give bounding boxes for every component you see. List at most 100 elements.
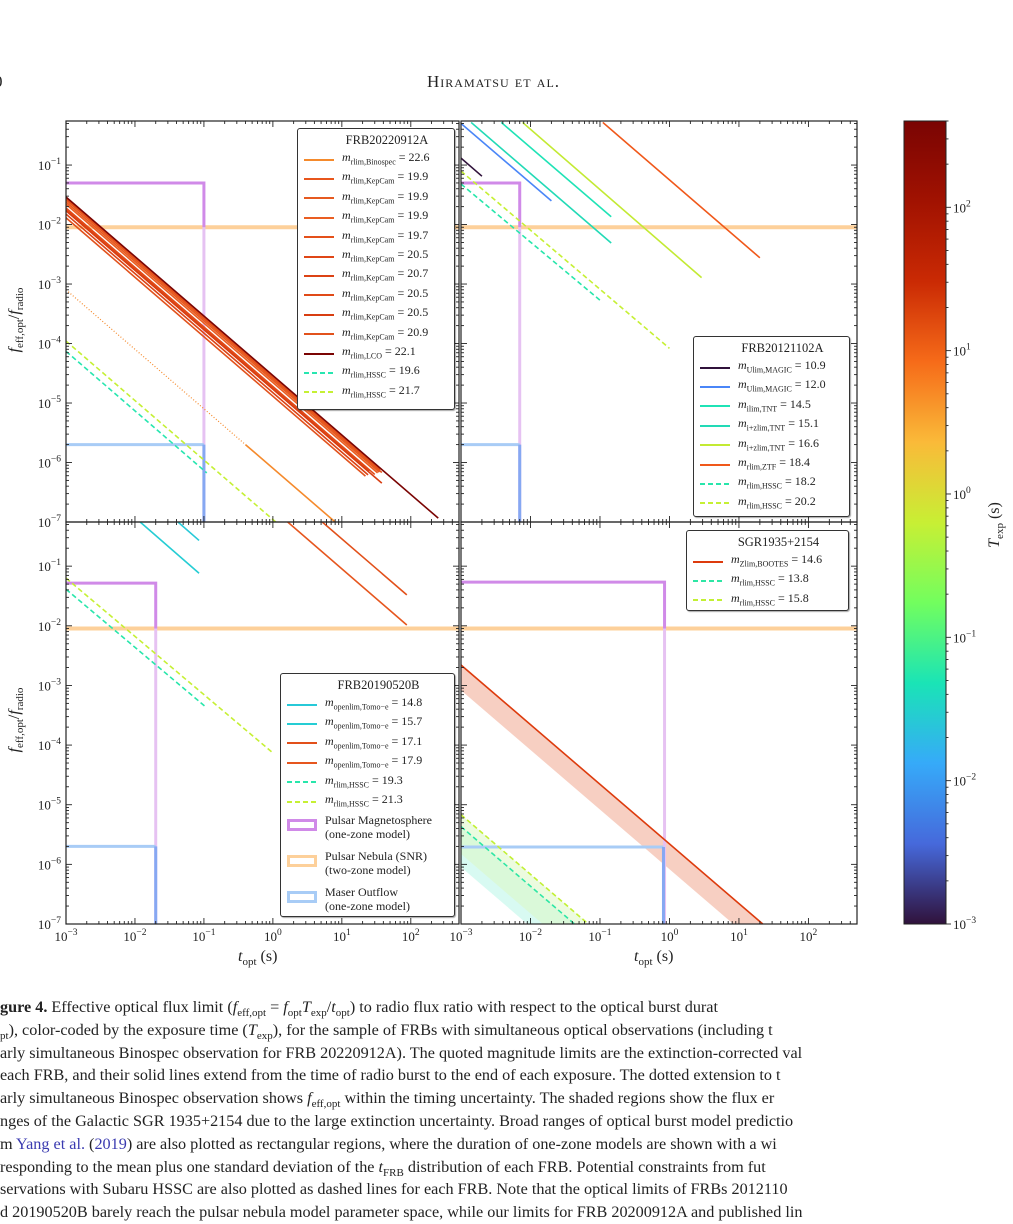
series-line (177, 522, 200, 542)
legend-label: mrlim,Binospec = 22.6 (342, 150, 430, 167)
series-line (461, 157, 483, 177)
legend-label: mZlim,BOOTES = 14.6 (731, 552, 823, 569)
legend-entry: mrlim,HSSC = 19.6 (304, 363, 450, 382)
caption-line: servations with Subaru HSSC are also plo… (0, 1180, 788, 1199)
legend-label: mUlim,MAGIC = 12.0 (738, 377, 826, 394)
running-title: Hiramatsu et al. (427, 72, 561, 91)
series-line (287, 522, 408, 626)
uncertainty-band (461, 814, 589, 924)
legend-swatch (304, 236, 334, 239)
legend-entry: mUlim,MAGIC = 12.0 (700, 377, 845, 396)
tick-label: 10−1 (192, 928, 215, 944)
legend-frb20121102a: FRB20121102A mUlim,MAGIC = 10.9 mUlim,MAGI… (693, 336, 850, 517)
legend-label: mrlim,HSSC = 21.3 (325, 791, 403, 809)
series-line (66, 588, 206, 707)
x-axis-label-left: topt (s) (238, 948, 278, 969)
legend-entry: mrlim,ZTF = 18.4 (700, 455, 845, 474)
series-line (321, 522, 408, 596)
pulsar-magnetosphere-region (66, 181, 206, 228)
legend-swatch (304, 391, 334, 394)
legend-label: mrlim,HSSC = 20.2 (738, 493, 816, 511)
legend-swatch (304, 197, 334, 200)
legend-swatch (693, 599, 723, 602)
legend-swatch (304, 313, 334, 316)
caption-line: pt), color-coded by the exposure time (T… (0, 1020, 773, 1042)
caption-line: each FRB, and their solid lines extend f… (0, 1066, 781, 1085)
series-line (461, 814, 589, 924)
legend-entry: mopenlim,Tomo−e = 15.7 (287, 714, 450, 733)
legend-patch-swatch (287, 819, 317, 832)
tick-label: 10−3 (38, 677, 61, 693)
tick-label: 10−3 (953, 916, 976, 932)
tick-label: 10−4 (38, 737, 61, 753)
plot-area (461, 580, 857, 924)
series-line (66, 201, 380, 473)
legend-title: FRB20121102A (741, 341, 824, 355)
tick-label: 10−2 (123, 928, 146, 944)
caption-line[interactable]: m Yang et al. (2019) are also plotted as… (0, 1134, 777, 1153)
caption-line: gure 4. Effective optical flux limit (fe… (0, 998, 718, 1019)
legend-label: mrlim,ZTF = 18.4 (738, 454, 811, 472)
citation-link[interactable]: 2019 (94, 1134, 127, 1153)
legend-swatch (304, 178, 334, 181)
legend-entry: mrlim,KepCam = 19.7 (304, 228, 450, 247)
legend-entry: mrlim,HSSC = 15.8 (693, 591, 844, 610)
legend-swatch (693, 560, 723, 563)
legend-entry: mrlim,HSSC = 20.2 (700, 494, 845, 513)
legend-swatch (304, 294, 334, 297)
tick-label: 10−2 (953, 773, 976, 789)
legend-frb20220912a: FRB20220912A mrlim,Binospec = 22.6 mrlim,K… (297, 128, 455, 410)
legend-entry: mrlim,KepCam = 19.9 (304, 208, 450, 227)
legend-entry: mrlim,KepCam = 19.9 (304, 189, 450, 208)
caption-line: arly simultaneous Binospec observation f… (0, 1043, 803, 1062)
tick-label: 102 (402, 928, 420, 944)
legend-entry: mrlim,Binospec = 22.6 (304, 150, 450, 169)
legend-title: FRB20220912A (345, 133, 429, 147)
legend-entry: mopenlim,Tomo−e = 17.1 (287, 734, 450, 753)
pulsar-magnetosphere-region (461, 181, 522, 228)
legend-entry: mrlim,KepCam = 20.7 (304, 266, 450, 285)
tick-label: 10−2 (38, 217, 61, 233)
legend-entry: mrlim,HSSC = 19.3 (287, 773, 450, 792)
legend-entry: mrlim,KepCam = 20.5 (304, 286, 450, 305)
legend-label: mopenlim,Tomo−e = 17.1 (325, 733, 423, 751)
tick-label: 10−4 (38, 336, 61, 352)
legend-swatch (700, 502, 730, 505)
series-line (66, 350, 208, 474)
legend-label: mrlim,HSSC = 19.3 (325, 772, 403, 789)
panel-sgr1935+2154: 10−3 10−2 10−1 100 101 102 (449, 521, 858, 944)
legend-label: mrlim,HSSC = 18.2 (738, 474, 816, 491)
figure-caption: gure 4. Effective optical flux limit (fe… (0, 996, 1013, 1224)
legend-swatch (304, 216, 334, 219)
legend-patch-swatch (287, 855, 317, 868)
tick-label: 101 (730, 928, 748, 944)
legend-label: mrlim,KepCam = 20.5 (342, 305, 429, 322)
legend-swatch (304, 158, 334, 161)
tick-label: 101 (953, 343, 971, 359)
legend-frb20190520b: FRB20190520B mopenlim,Tomo−e = 14.8 mopenl… (280, 673, 455, 917)
pulsar-magnetosphere-region (66, 581, 158, 629)
series-line (602, 121, 761, 259)
tick-label: 10−2 (38, 618, 61, 634)
series-line (66, 196, 439, 519)
plot-area (66, 181, 459, 522)
legend-label: mrlim,LCO = 22.1 (342, 343, 416, 361)
series-line (66, 210, 383, 484)
legend-label: mrlim,HSSC = 15.8 (731, 590, 809, 608)
figure-plot: 10−7 10−6 10−5 10−4 10−3 10−2 10−1 10−3 10−2 10−1… (38, 120, 976, 944)
legend-sgr1935: SGR1935+2154 mZlim,BOOTES = 14.6 mrlim,HSS… (686, 530, 849, 611)
legend-label: mrlim,KepCam = 19.9 (342, 208, 429, 225)
tick-label: 10−5 (38, 797, 61, 813)
legend-swatch (287, 742, 317, 745)
legend-swatch (700, 366, 730, 369)
legend-label: mrlim,KepCam = 20.9 (342, 324, 429, 341)
legend-swatch (287, 761, 317, 764)
caption-line: d 20190520B barely reach the pulsar nebu… (0, 1203, 803, 1222)
series-line (461, 664, 764, 924)
legend-label: mrlim,HSSC = 13.8 (731, 571, 809, 588)
tick-label: 10−6 (38, 455, 61, 471)
caption-line: nges of the Galactic SGR 1935+2154 due t… (0, 1111, 794, 1130)
legend-swatch (700, 424, 730, 427)
citation-link[interactable]: Yang et al. (16, 1134, 85, 1153)
legend-entry: mrlim,HSSC = 18.2 (700, 474, 845, 493)
